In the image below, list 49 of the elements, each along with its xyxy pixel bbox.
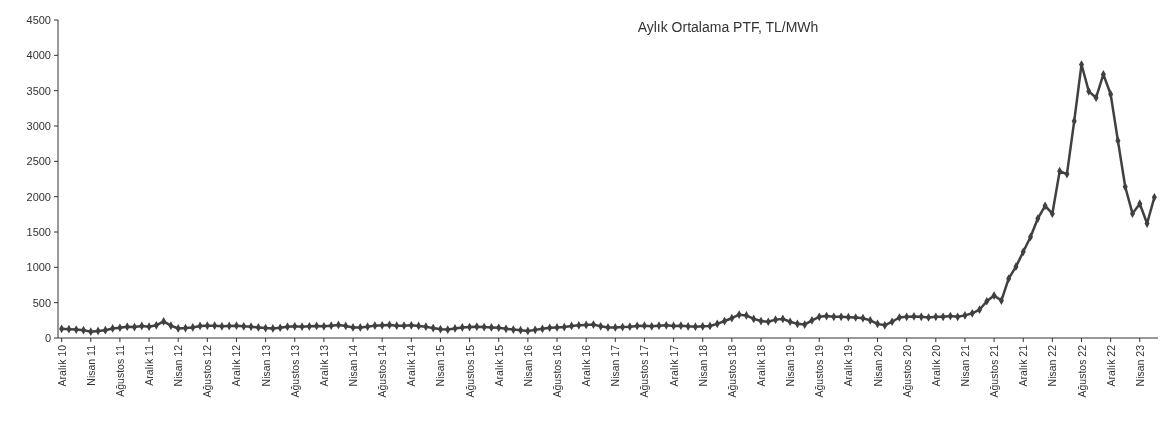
x-tick-label: Ağustos 13 [288,344,301,398]
x-tick-label: Aralık 21 [1017,344,1030,387]
x-tick-label: Nisan 12 [172,344,185,387]
x-tick-label: Ağustos 18 [725,344,738,398]
x-tick-label: Ağustos 14 [376,344,389,398]
x-tick-label: Nisan 22 [1046,344,1059,387]
x-tick-label: Aralık 11 [143,344,156,386]
y-tick-label: 3500 [26,84,51,97]
y-tick-label: 4500 [26,13,51,26]
x-tick-label: Aralık 17 [667,344,680,387]
x-tick-label: Nisan 18 [696,344,709,387]
x-tick-label: Nisan 11 [84,344,97,386]
y-tick-label: 1500 [26,225,51,238]
y-tick-label: 2000 [26,190,51,203]
x-tick-label: Ağustos 12 [201,344,214,398]
y-tick-label: 2500 [26,155,51,168]
x-tick-label: Ağustos 16 [551,344,564,398]
x-tick-label: Nisan 20 [871,344,884,387]
x-tick-label: Nisan 17 [609,344,622,387]
x-tick-label: Nisan 21 [958,344,971,387]
x-tick-label: Nisan 13 [259,344,272,387]
x-tick-label: Aralık 12 [230,344,243,387]
x-tick-label: Aralık 14 [405,344,418,387]
x-tick-label: Aralık 10 [55,344,68,387]
x-tick-label: Ağustos 11 [113,344,126,397]
x-tick-label: Aralık 18 [754,344,767,387]
x-tick-label: Aralık 20 [929,344,942,387]
x-tick-label: Nisan 19 [784,344,797,387]
x-tick-label: Ağustos 17 [638,344,651,398]
x-tick-label: Aralık 19 [842,344,855,387]
x-tick-label: Nisan 15 [434,344,447,387]
y-tick-label: 4000 [26,49,51,62]
x-tick-label: Ağustos 19 [813,344,826,398]
y-tick-label: 3000 [26,119,51,132]
x-tick-label: Aralık 15 [492,344,505,387]
x-tick-label: Aralık 13 [317,344,330,387]
x-tick-label: Ağustos 15 [463,344,476,398]
y-tick-label: 0 [44,331,51,344]
x-tick-label: Ağustos 22 [1075,344,1088,398]
y-tick-label: 500 [32,296,51,309]
x-tick-label: Aralık 22 [1104,344,1117,387]
x-tick-label: Aralık 16 [580,344,593,387]
x-tick-label: Ağustos 21 [988,344,1001,398]
x-tick-label: Nisan 14 [347,344,360,387]
x-tick-label: Nisan 16 [521,344,534,387]
y-tick-label: 1000 [26,261,51,274]
x-tick-label: Nisan 23 [1133,344,1146,387]
x-tick-label: Ağustos 20 [900,344,913,398]
chart-title: Aylık Ortalama PTF, TL/MWh [637,19,819,35]
